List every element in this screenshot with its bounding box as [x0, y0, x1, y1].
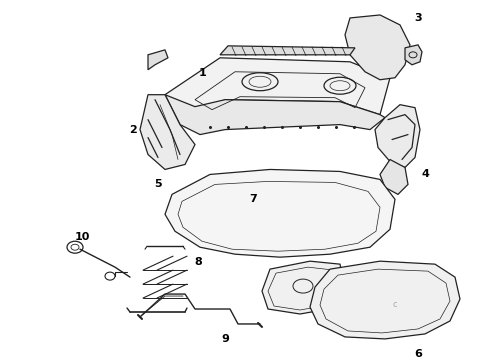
Text: 3: 3 [414, 13, 422, 23]
Polygon shape [165, 58, 390, 125]
Text: 7: 7 [249, 194, 257, 204]
Text: 8: 8 [194, 257, 202, 267]
Text: 5: 5 [154, 179, 162, 189]
Polygon shape [380, 159, 408, 194]
Polygon shape [262, 261, 345, 314]
Polygon shape [345, 15, 410, 80]
Polygon shape [165, 170, 395, 257]
Polygon shape [405, 45, 422, 65]
Text: 4: 4 [421, 170, 429, 179]
Text: c: c [392, 300, 397, 309]
Polygon shape [148, 50, 168, 70]
Text: 6: 6 [414, 349, 422, 359]
Polygon shape [310, 261, 460, 339]
Text: 10: 10 [74, 232, 90, 242]
Polygon shape [220, 46, 355, 55]
Polygon shape [375, 105, 420, 167]
Text: 1: 1 [199, 68, 207, 78]
Polygon shape [140, 95, 195, 170]
Polygon shape [165, 95, 385, 135]
Text: 2: 2 [129, 125, 137, 135]
Text: 9: 9 [221, 334, 229, 344]
